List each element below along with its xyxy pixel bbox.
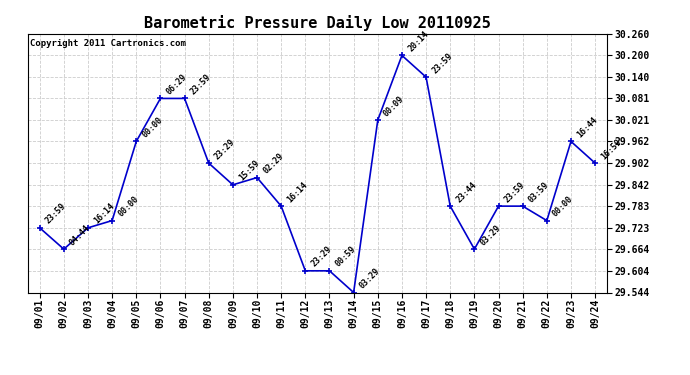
Text: 23:59: 23:59 — [44, 202, 68, 226]
Text: 16:59: 16:59 — [600, 137, 623, 161]
Text: 16:44: 16:44 — [575, 115, 599, 139]
Text: 03:59: 03:59 — [527, 180, 551, 204]
Text: 00:00: 00:00 — [551, 194, 575, 218]
Text: 20:14: 20:14 — [406, 29, 430, 53]
Text: 23:44: 23:44 — [455, 180, 478, 204]
Text: 23:59: 23:59 — [431, 51, 454, 75]
Text: 23:59: 23:59 — [189, 72, 213, 96]
Text: 00:59: 00:59 — [334, 244, 357, 268]
Text: 02:29: 02:29 — [262, 152, 285, 176]
Text: 00:09: 00:09 — [382, 94, 406, 118]
Text: 16:14: 16:14 — [286, 180, 309, 204]
Text: 00:00: 00:00 — [117, 194, 140, 218]
Text: 03:29: 03:29 — [479, 223, 502, 247]
Text: Copyright 2011 Cartronics.com: Copyright 2011 Cartronics.com — [30, 39, 186, 48]
Text: 03:29: 03:29 — [358, 266, 382, 290]
Text: 15:59: 15:59 — [237, 159, 261, 183]
Text: 16:14: 16:14 — [92, 202, 116, 226]
Text: 23:59: 23:59 — [503, 180, 526, 204]
Text: 04:44: 04:44 — [68, 223, 92, 247]
Text: 23:29: 23:29 — [310, 244, 333, 268]
Text: 23:29: 23:29 — [213, 137, 237, 161]
Title: Barometric Pressure Daily Low 20110925: Barometric Pressure Daily Low 20110925 — [144, 15, 491, 31]
Text: 00:00: 00:00 — [141, 115, 164, 139]
Text: 06:29: 06:29 — [165, 72, 188, 96]
